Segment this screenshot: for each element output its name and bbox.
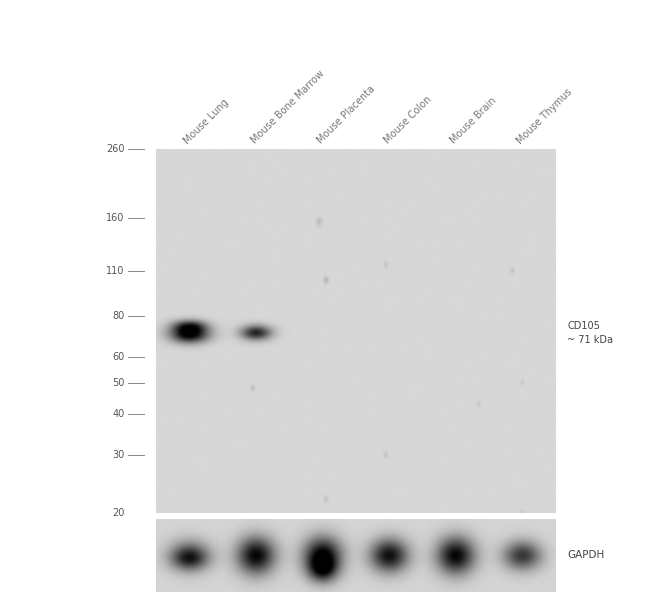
Text: GAPDH: GAPDH <box>567 551 604 560</box>
Text: Mouse Brain: Mouse Brain <box>448 96 499 146</box>
Text: 60: 60 <box>112 352 125 362</box>
Text: Mouse Thymus: Mouse Thymus <box>515 87 575 146</box>
Text: 160: 160 <box>107 212 125 223</box>
Text: 50: 50 <box>112 378 125 388</box>
Text: Mouse Colon: Mouse Colon <box>382 95 434 146</box>
Text: 110: 110 <box>107 266 125 276</box>
Text: Mouse Placenta: Mouse Placenta <box>315 84 377 146</box>
Text: Mouse Bone Marrow: Mouse Bone Marrow <box>249 69 326 146</box>
Text: CD105
~ 71 kDa: CD105 ~ 71 kDa <box>567 321 613 345</box>
Text: 40: 40 <box>112 410 125 419</box>
Text: 20: 20 <box>112 508 125 518</box>
Text: 30: 30 <box>112 450 125 460</box>
Text: Mouse Lung: Mouse Lung <box>182 97 231 146</box>
Text: 80: 80 <box>112 311 125 321</box>
Text: 260: 260 <box>107 144 125 154</box>
